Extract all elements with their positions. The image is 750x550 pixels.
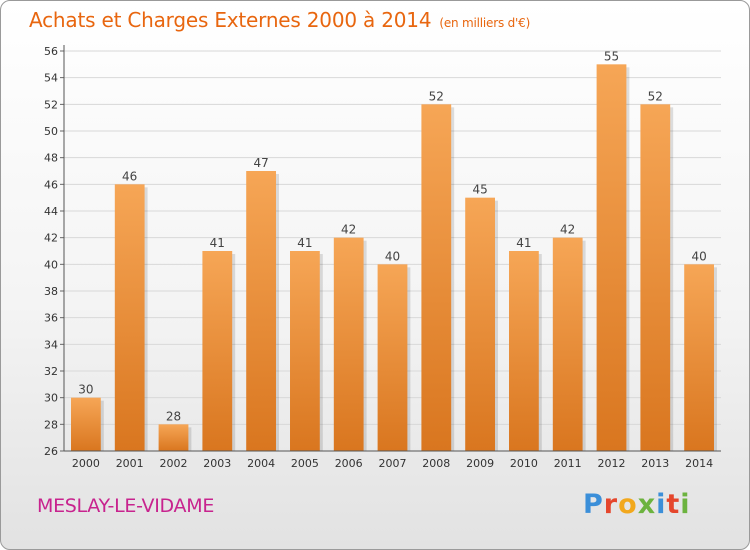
y-tick-label: 34 xyxy=(44,338,58,351)
y-tick-label: 28 xyxy=(44,418,58,431)
x-tick-label: 2002 xyxy=(160,457,188,470)
bar xyxy=(596,64,627,452)
y-tick-label: 36 xyxy=(44,312,58,325)
bar-value-label: 55 xyxy=(604,49,619,63)
bar xyxy=(333,237,364,451)
bar-value-label: 30 xyxy=(78,383,93,397)
y-tick-label: 50 xyxy=(44,125,58,138)
logo-letter: P xyxy=(583,489,604,520)
bar-value-label: 41 xyxy=(297,236,312,250)
x-tick-label: 2007 xyxy=(379,457,407,470)
y-tick-label: 54 xyxy=(44,72,58,85)
bar xyxy=(509,251,539,451)
bar-value-label: 45 xyxy=(472,183,487,197)
x-tick-label: 2003 xyxy=(203,457,231,470)
x-tick-label: 2006 xyxy=(335,457,363,470)
axis-layer: 26 28 30 32 34 36 38 40 42 44 46 48 50 52 54 56 2000 2001… xyxy=(44,45,721,470)
bar xyxy=(246,171,276,451)
y-tick-label: 52 xyxy=(44,98,58,111)
x-tick-label: 2009 xyxy=(466,457,494,470)
x-tick-label: 2010 xyxy=(510,457,538,470)
bar-value-label: 28 xyxy=(166,409,181,423)
y-tick-label: 40 xyxy=(44,258,58,271)
bar-value-label: 42 xyxy=(341,223,356,237)
y-tick-label: 26 xyxy=(44,445,58,458)
logo-letter: t xyxy=(666,489,681,520)
chart-title-text: Achats et Charges Externes 2000 à 2014 xyxy=(29,8,432,32)
y-tick-label: 44 xyxy=(44,205,58,218)
bar xyxy=(552,237,583,451)
bar-value-label: 40 xyxy=(691,249,706,263)
x-tick-label: 2004 xyxy=(247,457,275,470)
y-tick-label: 56 xyxy=(44,45,58,58)
chart-unit: (en milliers d'€) xyxy=(439,16,531,30)
y-tick-label: 42 xyxy=(44,232,58,245)
commune-name: MESLAY-LE-VIDAME xyxy=(37,495,215,517)
bar-value-label: 40 xyxy=(385,249,400,263)
x-tick-label: 2000 xyxy=(72,457,100,470)
bar-value-label: 41 xyxy=(210,236,225,250)
logo-letter: i xyxy=(656,489,667,520)
bar xyxy=(684,264,714,451)
bar-value-label: 41 xyxy=(516,236,531,250)
bar xyxy=(377,264,408,451)
bar xyxy=(202,251,233,451)
x-tick-label: 2013 xyxy=(641,457,669,470)
bar-value-label: 47 xyxy=(253,156,268,170)
label-layer: 30 46 28 41 47 41 42 40 52 45 41 42 55 52 40 xyxy=(78,49,706,423)
x-tick-label: 2001 xyxy=(116,457,144,470)
x-tick-label: 2011 xyxy=(554,457,582,470)
bar xyxy=(158,424,189,451)
bar xyxy=(114,184,145,452)
bar-value-label: 52 xyxy=(648,89,663,103)
logo-letter: x xyxy=(637,489,657,520)
bar xyxy=(290,251,320,451)
y-tick-label: 32 xyxy=(44,365,58,378)
bar xyxy=(71,397,101,451)
y-tick-label: 30 xyxy=(44,392,58,405)
x-tick-label: 2008 xyxy=(422,457,450,470)
logo-letter: r xyxy=(603,489,619,520)
y-tick-label: 48 xyxy=(44,152,58,165)
bar-value-label: 46 xyxy=(122,169,137,183)
chart-title: Achats et Charges Externes 2000 à 2014 (e… xyxy=(29,8,530,32)
proxiti-logo: Proxiti xyxy=(583,489,691,520)
bar xyxy=(640,104,671,451)
logo-letter: i xyxy=(680,489,691,520)
logo-letter: o xyxy=(618,489,638,520)
bar-value-label: 52 xyxy=(429,89,444,103)
x-tick-label: 2005 xyxy=(291,457,319,470)
bar-value-label: 42 xyxy=(560,223,575,237)
y-tick-label: 38 xyxy=(44,285,58,298)
bar xyxy=(465,197,495,451)
bar-layer xyxy=(71,64,717,452)
x-tick-label: 2014 xyxy=(685,457,713,470)
y-tick-label: 46 xyxy=(44,178,58,191)
bar xyxy=(421,104,452,451)
x-tick-label: 2012 xyxy=(598,457,626,470)
